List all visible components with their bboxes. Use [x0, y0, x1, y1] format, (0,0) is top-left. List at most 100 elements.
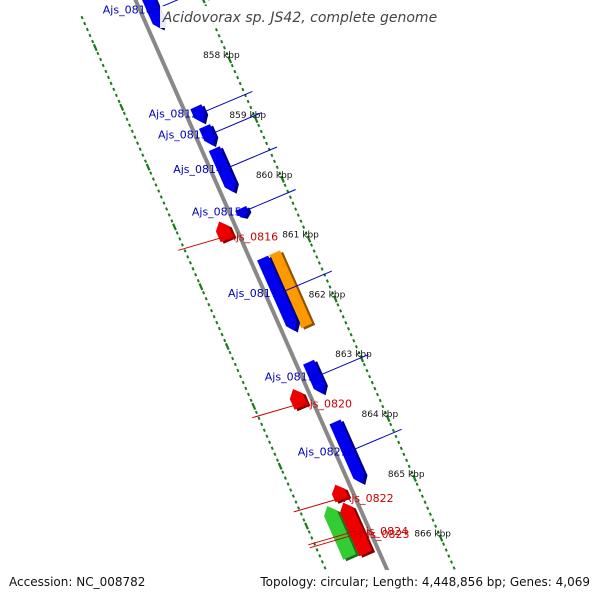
major-tick-reverse-859.0 — [145, 163, 151, 171]
gene-label-Ajs_0820[interactable]: Ajs_0820 — [302, 398, 352, 411]
minor-tick-forward-860.5 — [294, 207, 298, 211]
title-background — [160, 6, 442, 28]
feature-Ajs_0812[interactable] — [190, 104, 206, 123]
minor-tick-reverse-861.6 — [215, 320, 219, 325]
major-tick-forward-857.0 — [202, 0, 206, 4]
minor-tick-reverse-860.1 — [175, 231, 179, 235]
tick-label-860: 860 kbp — [256, 171, 293, 181]
gene-label-Ajs_0816[interactable]: Ajs_0816 — [228, 230, 278, 243]
tick-label-858: 858 kbp — [203, 51, 240, 61]
feature-Ajs_0816[interactable] — [215, 221, 234, 243]
minor-tick-forward-861.5 — [320, 267, 324, 271]
minor-tick-forward-858.5 — [241, 87, 245, 92]
minor-tick-reverse-863.1 — [254, 410, 258, 415]
minor-tick-forward-863.4 — [370, 380, 374, 385]
minor-tick-reverse-863.5 — [265, 434, 269, 439]
leader-line-Ajs_0812 — [200, 90, 253, 114]
minor-tick-forward-865.9 — [436, 530, 440, 534]
feature-track — [140, 0, 423, 600]
feature-Ajs_0817[interactable] — [269, 250, 313, 329]
gene-label-Ajs_0810[interactable]: Ajs_0810 — [103, 4, 153, 17]
minor-tick-forward-860.7 — [299, 219, 303, 223]
feature-Ajs_0819[interactable] — [303, 359, 325, 394]
feature-Ajs_0822[interactable] — [331, 484, 349, 503]
gene-label-Ajs_0821[interactable]: Ajs_0821 — [298, 445, 348, 458]
gene-label-Ajs_0824[interactable]: Ajs_0824 — [358, 525, 408, 538]
minor-tick-reverse-860.5 — [186, 255, 190, 259]
reverse-tick-track — [80, 15, 340, 600]
minor-tick-forward-861.9 — [331, 291, 335, 295]
major-tick-reverse-857.0 — [92, 43, 98, 52]
gene-label-Ajs_0813[interactable]: Ajs_0813 — [158, 129, 208, 142]
tick-label-862: 862 kbp — [309, 290, 346, 300]
minor-tick-reverse-864.3 — [286, 482, 290, 486]
minor-tick-forward-857.6 — [217, 33, 221, 38]
minor-tick-forward-865.6 — [428, 512, 432, 517]
minor-tick-forward-865.4 — [423, 500, 427, 504]
minor-tick-forward-862.6 — [349, 332, 353, 337]
minor-tick-forward-864.6 — [402, 452, 406, 457]
minor-tick-reverse-860.7 — [191, 267, 195, 271]
minor-tick-forward-863.3 — [368, 374, 372, 379]
minor-tick-reverse-862.4 — [236, 368, 240, 373]
minor-tick-forward-858.9 — [251, 111, 255, 116]
feature-Ajs_0818[interactable] — [257, 255, 298, 331]
minor-tick-forward-864.1 — [389, 422, 393, 427]
minor-tick-forward-866.3 — [447, 554, 451, 558]
minor-tick-reverse-859.4 — [157, 189, 161, 193]
major-tick-reverse-862.0 — [224, 342, 230, 351]
minor-tick-reverse-862.8 — [246, 392, 251, 397]
minor-tick-forward-862.7 — [352, 338, 356, 343]
feature-Ajs_0815[interactable] — [235, 206, 249, 218]
minor-tick-reverse-858.2 — [125, 117, 129, 122]
minor-tick-forward-865.1 — [415, 482, 419, 487]
feature-Ajs_0810[interactable] — [140, 0, 164, 29]
gene-label-Ajs_0823[interactable]: Ajs_0823 — [360, 528, 410, 541]
minor-tick-forward-863.5 — [373, 386, 377, 391]
minor-tick-reverse-858.8 — [141, 153, 145, 157]
minor-tick-forward-865.7 — [431, 518, 435, 522]
gene-label-Ajs_0817[interactable]: Ajs_0817 — [228, 287, 278, 300]
minor-tick-reverse-865.6 — [320, 560, 324, 564]
minor-tick-reverse-859.6 — [162, 201, 166, 205]
gene-label-Ajs_0822[interactable]: Ajs_0822 — [344, 492, 394, 505]
minor-tick-forward-863.1 — [362, 362, 366, 367]
minor-tick-forward-857.9 — [225, 51, 229, 56]
tick-label-866: 866 kbp — [414, 530, 451, 540]
minor-tick-forward-861.4 — [317, 261, 321, 265]
minor-tick-forward-862.5 — [346, 327, 351, 331]
feature-Ajs_0823[interactable] — [340, 502, 373, 557]
minor-tick-reverse-857.2 — [99, 57, 103, 62]
gene-label-Ajs_0812[interactable]: Ajs_0812 — [149, 107, 199, 120]
gene-label-Ajs_0815[interactable]: Ajs_0815 — [192, 206, 242, 219]
feature-Ajs_0820[interactable] — [289, 389, 308, 410]
minor-tick-forward-857.5 — [214, 27, 219, 32]
minor-tick-reverse-861.4 — [209, 308, 214, 313]
major-tick-reverse-858.0 — [119, 103, 125, 111]
minor-tick-reverse-856.7 — [85, 27, 89, 32]
minor-tick-forward-862.1 — [336, 303, 340, 307]
minor-tick-forward-866.4 — [449, 560, 454, 564]
gene-label-Ajs_0814[interactable]: Ajs_0814 — [173, 163, 223, 176]
minor-tick-forward-861.8 — [328, 285, 332, 289]
minor-tick-reverse-862.5 — [238, 374, 243, 379]
leader-line-Ajs_0810 — [154, 0, 179, 11]
major-tick-forward-860.0 — [280, 175, 285, 183]
minor-tick-forward-861.1 — [309, 243, 314, 247]
leader-line-Ajs_0816 — [178, 235, 227, 251]
minor-tick-reverse-861.7 — [217, 326, 221, 331]
minor-tick-reverse-864.4 — [289, 488, 293, 492]
feature-Ajs_0824[interactable] — [324, 506, 357, 560]
minor-tick-reverse-857.7 — [112, 87, 116, 92]
gene-label-Ajs_0819[interactable]: Ajs_0819 — [265, 371, 315, 384]
minor-tick-reverse-856.8 — [88, 33, 92, 38]
feature-Ajs_0813[interactable] — [199, 124, 216, 146]
minor-tick-forward-866.5 — [452, 566, 456, 570]
footer-background — [0, 570, 600, 600]
minor-tick-forward-861.7 — [325, 279, 329, 283]
leader-line-Ajs_0820 — [252, 403, 301, 419]
feature-Ajs_0821[interactable] — [329, 419, 365, 484]
feature-Ajs_0814[interactable] — [208, 146, 236, 193]
minor-tick-reverse-857.3 — [101, 63, 105, 68]
minor-tick-forward-860.1 — [283, 183, 287, 188]
